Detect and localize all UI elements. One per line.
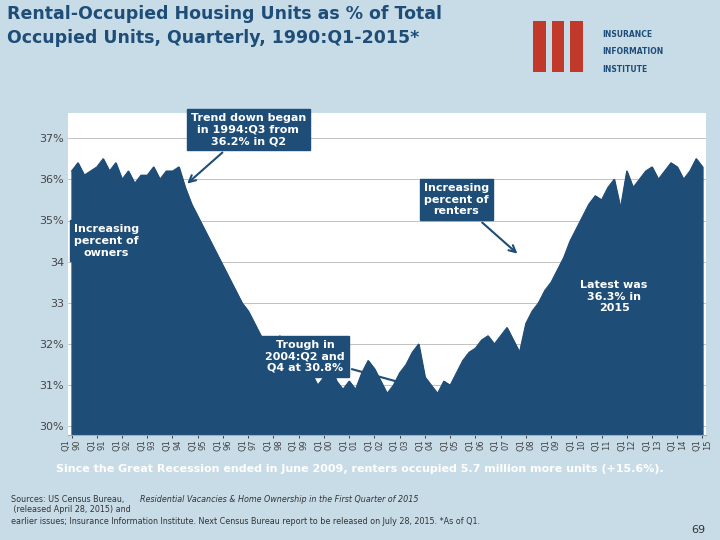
Text: Latest was
36.3% in
2015: Latest was 36.3% in 2015 <box>580 171 700 313</box>
Text: INSTITUTE: INSTITUTE <box>602 64 647 73</box>
Text: Increasing
percent of
owners: Increasing percent of owners <box>73 224 156 264</box>
FancyBboxPatch shape <box>533 21 546 72</box>
Text: Residential Vacancies & Home Ownership in the First Quarter of 2015: Residential Vacancies & Home Ownership i… <box>140 495 419 504</box>
Text: Trend down began
in 1994:Q3 from
36.2% in Q2: Trend down began in 1994:Q3 from 36.2% i… <box>189 113 306 182</box>
Text: Sources: US Census Bureau,: Sources: US Census Bureau, <box>11 495 127 504</box>
Text: Since the Great Recession ended in June 2009, renters occupied 5.7 million more : Since the Great Recession ended in June … <box>56 464 664 474</box>
Text: (released April 28, 2015) and: (released April 28, 2015) and <box>11 505 130 514</box>
Text: Rental-Occupied Housing Units as % of Total
Occupied Units, Quarterly, 1990:Q1-2: Rental-Occupied Housing Units as % of To… <box>7 5 442 47</box>
FancyBboxPatch shape <box>552 21 564 72</box>
FancyBboxPatch shape <box>570 21 582 72</box>
Text: INSURANCE: INSURANCE <box>602 30 652 39</box>
Text: 69: 69 <box>691 525 706 536</box>
Text: Trough in
2004:Q2 and
Q4 at 30.8%: Trough in 2004:Q2 and Q4 at 30.8% <box>265 340 433 393</box>
Text: Increasing
percent of
renters: Increasing percent of renters <box>424 183 516 252</box>
Text: INFORMATION: INFORMATION <box>602 47 663 56</box>
Text: earlier issues; Insurance Information Institute. Next Census Bureau report to be: earlier issues; Insurance Information In… <box>11 517 480 526</box>
